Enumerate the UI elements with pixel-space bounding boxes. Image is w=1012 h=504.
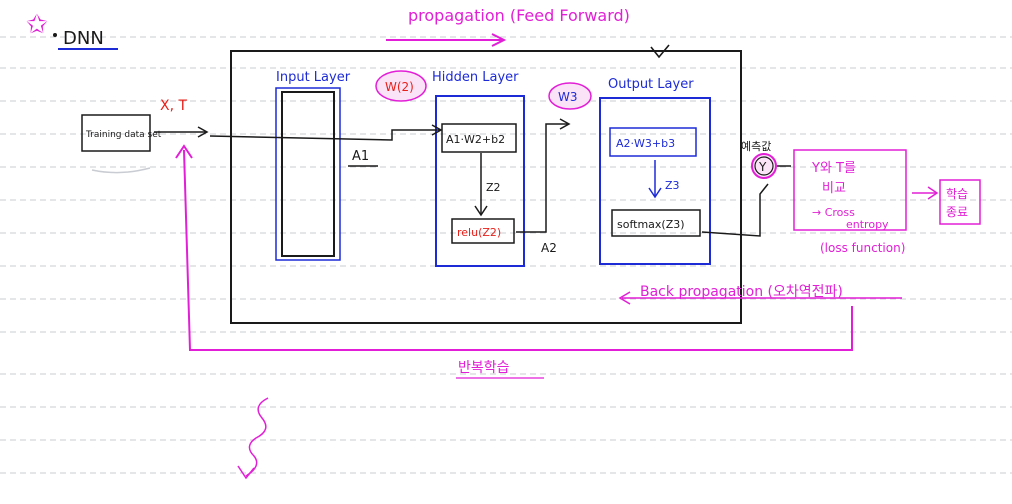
compare-line1: Y와 T를: [811, 161, 856, 176]
training-data-label: Training data set: [85, 130, 162, 140]
repeat-learning-label: 반복학습: [458, 360, 510, 376]
a1-arrowhead: [431, 124, 443, 136]
output-down-arrowhead: [648, 187, 662, 199]
y-circle-inner: [754, 156, 774, 176]
relu-box: [451, 218, 515, 244]
feed-forward-arrowhead: [491, 33, 507, 47]
back-propagation-arrowhead: [618, 291, 631, 305]
relu-label: relu(Z2): [457, 226, 501, 239]
output-layer-title: Output Layer: [608, 77, 694, 92]
w2-label: W(2): [385, 80, 414, 94]
w3-badge: [548, 82, 592, 110]
hidden-down-arrowhead: [474, 205, 488, 217]
w3-label: W3: [558, 90, 578, 104]
end-line1: 학습: [946, 187, 968, 201]
z2-label: Z2: [486, 181, 501, 194]
a1-flow-line: [209, 129, 440, 141]
star-icon: ✩: [26, 10, 48, 40]
squiggle-arrowhead: [237, 465, 255, 480]
output-formula-box: [609, 127, 697, 157]
z3-label: Z3: [665, 179, 680, 192]
compare-line3: → Cross: [812, 206, 855, 219]
input-layer-inner: [281, 91, 335, 257]
prediction-label: 예측값: [741, 140, 771, 153]
a2-label: A2: [541, 241, 557, 255]
repeat-loop-line: [183, 149, 853, 351]
hidden-to-output-line: [516, 123, 568, 233]
y-symbol: Y: [758, 160, 767, 174]
compare-box: [793, 149, 907, 231]
repeat-loop-arrowhead: [175, 144, 193, 159]
softmax-box: [611, 209, 701, 237]
training-data-box: [81, 114, 151, 152]
network-frame: [230, 50, 742, 324]
ruled-lines: [0, 36, 1012, 474]
compare-to-end-arrowhead: [927, 186, 939, 200]
softmax-to-y-line: [701, 183, 769, 237]
output-layer-box: [599, 97, 711, 265]
hidden-formula-box: [441, 123, 517, 153]
hidden-to-output-arrowhead: [559, 118, 571, 130]
page-title: DNN: [63, 28, 104, 49]
hidden-layer-box: [435, 95, 525, 267]
hidden-formula: A1·W2+b2: [446, 133, 505, 146]
compare-line2: 비교: [822, 181, 846, 196]
input-layer-box: [275, 87, 341, 261]
frame-check-mark: [650, 44, 670, 59]
back-propagation-label: Back propagation (오차역전파): [640, 284, 843, 300]
training-underline: [91, 167, 151, 174]
end-line2: 종료: [946, 205, 968, 219]
xt-label: X, T: [160, 98, 187, 114]
hidden-layer-title: Hidden Layer: [432, 70, 519, 85]
feed-forward-label: propagation (Feed Forward): [408, 6, 630, 25]
input-arrowhead: [197, 126, 209, 138]
loss-function-label: (loss function): [820, 241, 905, 255]
end-box: [939, 179, 981, 225]
compare-line4: entropy: [846, 218, 889, 231]
input-layer-title: Input Layer: [276, 70, 351, 85]
title-bullet: [53, 33, 57, 37]
w2-badge: [375, 70, 427, 102]
a1-label: A1: [352, 149, 369, 164]
output-formula: A2·W3+b3: [616, 137, 675, 150]
squiggle-arrow-icon: [245, 397, 269, 477]
softmax-label: softmax(Z3): [617, 218, 685, 231]
